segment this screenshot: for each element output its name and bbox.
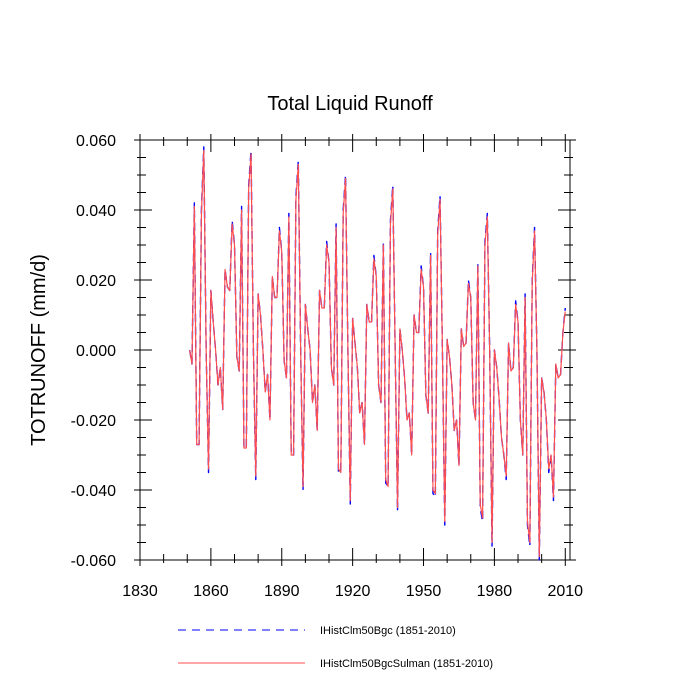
y-tick-label: -0.040	[71, 483, 116, 500]
x-tick-labels: 1830 1860 1890 1920 1950 1980 2010	[122, 583, 583, 600]
y-tick-label: -0.020	[71, 413, 116, 430]
legend: IHistClm50Bgc (1851-2010) IHistClm50BgcS…	[178, 625, 493, 670]
y-tick-labels: 0.060 0.040 0.020 0.000 -0.020 -0.040 -0.060	[71, 133, 116, 570]
x-tick-label: 1830	[122, 583, 158, 600]
y-tick-label: 0.020	[76, 273, 116, 290]
x-tick-label: 1950	[406, 583, 442, 600]
series-layer	[188, 146, 566, 561]
y-tick-label: 0.040	[76, 203, 116, 220]
series-line-2	[189, 149, 566, 558]
chart-title: Total Liquid Runoff	[267, 93, 433, 115]
x-tick-label: 1980	[477, 583, 513, 600]
y-tick-label: 0.000	[76, 343, 116, 360]
y-tick-label: 0.060	[76, 133, 116, 150]
y-tick-label: -0.060	[71, 553, 116, 570]
plot-area	[134, 134, 576, 566]
x-tick-label: 1890	[264, 583, 300, 600]
legend-label-series-1: IHistClm50Bgc (1851-2010)	[320, 625, 456, 637]
x-tick-label: 1920	[335, 583, 371, 600]
x-tick-label: 1860	[193, 583, 229, 600]
minor-ticks	[137, 137, 573, 563]
x-tick-label: 2010	[547, 583, 583, 600]
major-ticks	[134, 134, 576, 566]
y-axis-label: TOTRUNOFF (mm/d)	[28, 254, 50, 446]
legend-label-series-2: IHistClm50BgcSulman (1851-2010)	[320, 658, 493, 670]
